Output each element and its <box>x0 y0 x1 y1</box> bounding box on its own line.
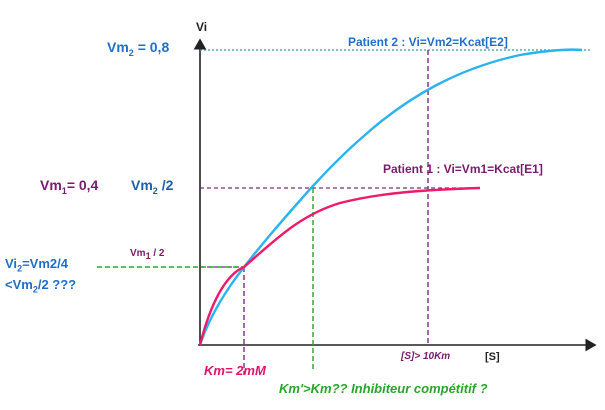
vm2-label: Vm2 = 0,8 <box>107 39 170 58</box>
patient1-legend: Patient 1 : Vi=Vm1=Kcat[E1] <box>383 162 543 176</box>
series-patient-2-curve <box>198 48 583 346</box>
series-patient-1-curve <box>198 186 481 346</box>
x-axis-label: [S] <box>485 351 500 363</box>
vm1-label: Vm1= 0,4 <box>40 177 99 196</box>
patient2-legend: Patient 2 : Vi=Vm2=Kcat[E2] <box>348 35 508 49</box>
y-axis-label: Vi <box>196 20 208 34</box>
s-10km-label: [S]> 10Km <box>401 351 451 362</box>
vm2-half-label: Vm2 /2 <box>131 177 174 196</box>
km-label: Km= 2mM <box>204 363 266 378</box>
vi2-label: Vi2=Vm2/4 <Vm2/2 ??? <box>5 256 77 295</box>
km-prime-label: Km'>Km?? Inhibiteur compétitif ? <box>279 381 488 396</box>
vm1-half-label: Vm1 / 2 <box>130 248 165 261</box>
